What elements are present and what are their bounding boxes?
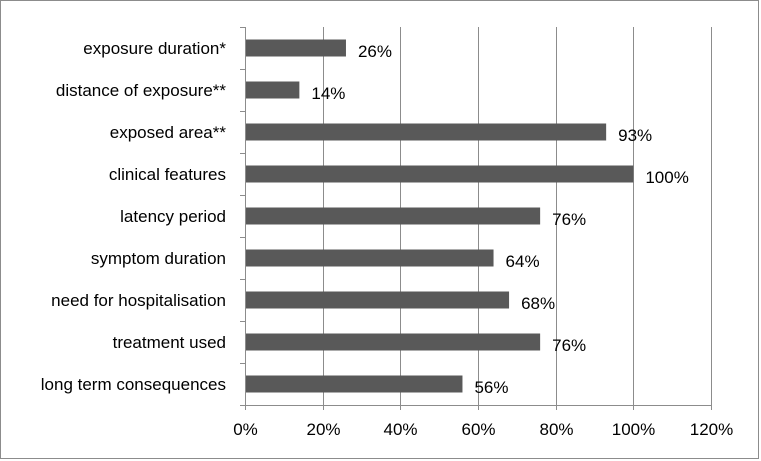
bar [245, 207, 541, 225]
bar [245, 165, 634, 183]
x-tick-label: 100% [612, 420, 655, 439]
category-label: exposure duration* [83, 39, 226, 58]
x-tick-label: 20% [306, 420, 340, 439]
bar [245, 123, 607, 141]
bar [245, 39, 346, 57]
x-tick-label: 60% [461, 420, 495, 439]
data-label: 68% [521, 294, 555, 313]
bars [245, 39, 634, 393]
labels: 0% 20% 40% 60% 80% 100% 120% exposure duration*… [41, 39, 733, 439]
data-label: 100% [645, 168, 688, 187]
bar [245, 249, 494, 267]
category-label: treatment used [113, 333, 226, 352]
x-tick-label: 0% [233, 420, 258, 439]
category-label: long term consequences [41, 375, 226, 394]
bar [245, 375, 463, 393]
data-label: 76% [552, 210, 586, 229]
bar [245, 291, 510, 309]
category-label: need for hospitalisation [51, 291, 226, 310]
bar [245, 81, 300, 99]
data-label: 76% [552, 336, 586, 355]
data-label: 64% [506, 252, 540, 271]
category-label: latency period [120, 207, 226, 226]
axes [240, 27, 712, 410]
x-tick-label: 40% [383, 420, 417, 439]
bar [245, 333, 541, 351]
category-label: distance of exposure** [56, 81, 226, 100]
data-label: 56% [474, 378, 508, 397]
x-tick-label: 120% [690, 420, 733, 439]
data-label: 93% [618, 126, 652, 145]
category-label: symptom duration [91, 249, 226, 268]
data-label: 26% [358, 42, 392, 61]
data-label: 14% [311, 84, 345, 103]
category-label: clinical features [109, 165, 226, 184]
x-tick-label: 80% [539, 420, 573, 439]
category-label: exposed area** [110, 123, 227, 142]
